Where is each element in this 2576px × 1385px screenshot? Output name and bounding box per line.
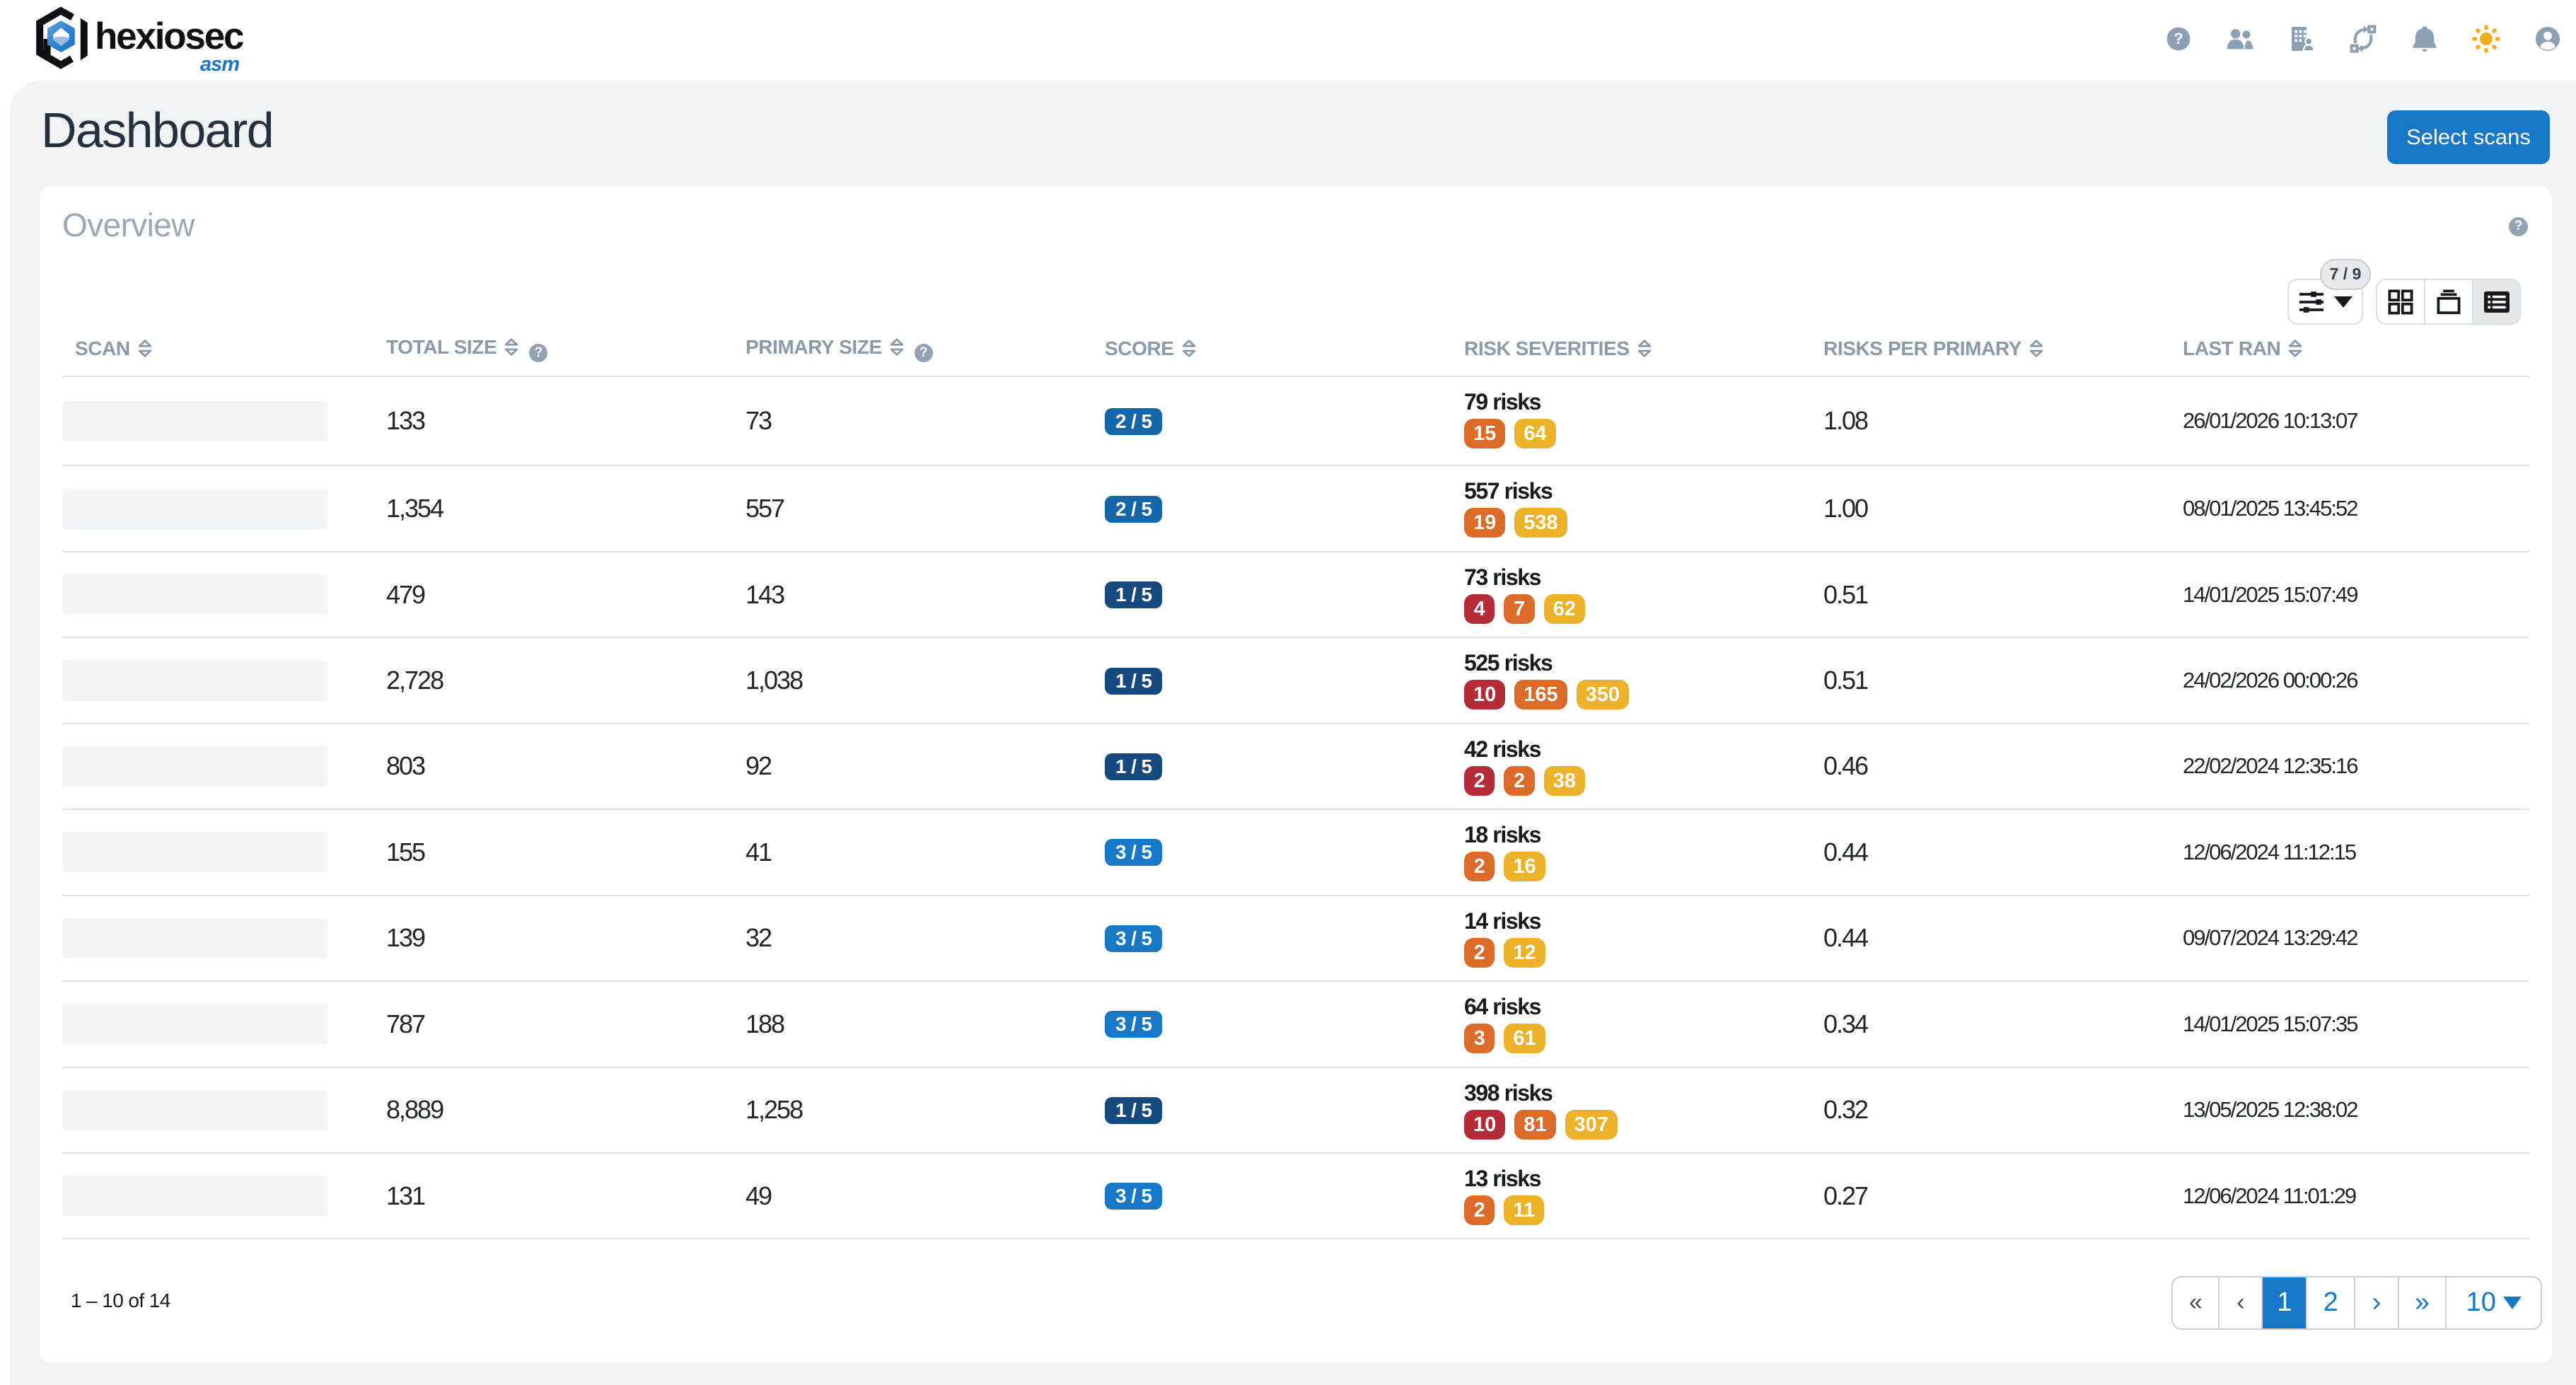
- svg-text:?: ?: [2174, 30, 2183, 47]
